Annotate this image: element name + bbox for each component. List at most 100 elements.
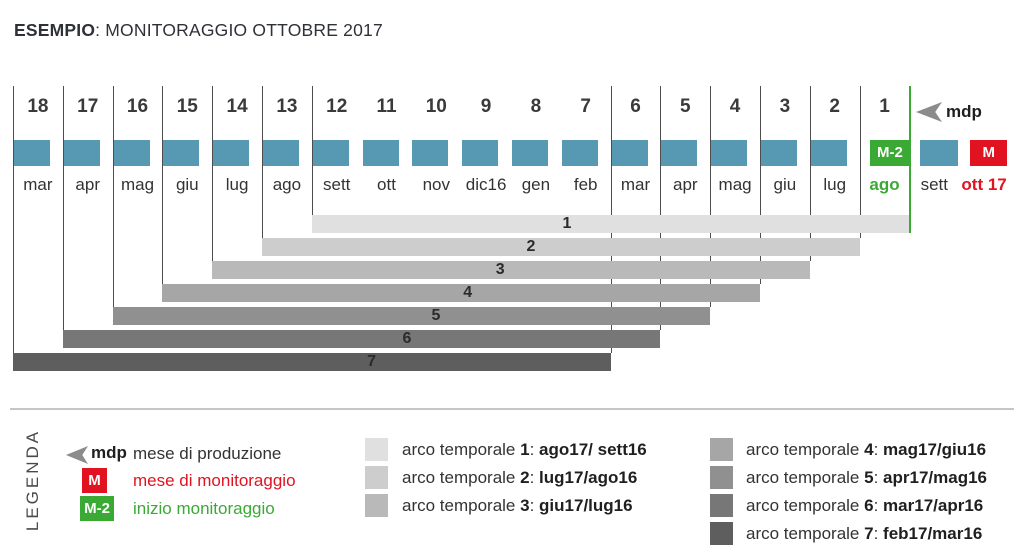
legend-mdp-text: mese di produzione xyxy=(133,444,282,463)
timeline-month-number: 4 xyxy=(729,96,741,117)
legend-m-text: mese di monitoraggio xyxy=(133,471,296,490)
legend-arc-separator: : xyxy=(873,468,884,487)
production-month-square xyxy=(14,140,50,166)
timeline-month-label: sett xyxy=(322,175,351,194)
timeline-month-label: ott 17 xyxy=(961,175,1007,194)
production-month-square xyxy=(611,140,648,166)
production-month-square xyxy=(512,140,548,166)
legend-m2-text: inizio monitoraggio xyxy=(133,499,275,518)
production-month-square xyxy=(661,140,698,166)
arc-bar-5: 5 xyxy=(112,307,711,325)
legend-arc-swatch-3 xyxy=(365,494,388,517)
timeline-month-label: feb xyxy=(573,175,598,194)
grid-line-bar-start xyxy=(112,86,114,307)
legend-arc-separator: : xyxy=(529,440,540,459)
legend-arc-number: 6 xyxy=(864,496,874,515)
timeline-month-number: 11 xyxy=(376,96,397,117)
mdp-label: mdp xyxy=(946,102,982,121)
grid-line-bar-start xyxy=(311,86,313,215)
legend-arc-dates: giu17/lug16 xyxy=(539,496,633,515)
timeline-month-label: apr xyxy=(673,175,698,194)
legend-arc-swatch-5 xyxy=(710,466,733,489)
grid-line-bar-end xyxy=(809,86,811,261)
legend-arc-text-5: arco temporale 5: apr17/mag16 xyxy=(746,467,987,489)
production-month-square xyxy=(561,140,598,166)
timeline-month-label: lug xyxy=(823,175,847,194)
production-month-square xyxy=(362,140,399,166)
timeline-month-label: mar xyxy=(23,175,53,194)
arc-bar-number: 6 xyxy=(402,330,412,347)
legend-arc-separator: : xyxy=(873,496,884,515)
legend-arc-swatch-4 xyxy=(710,438,733,461)
legend-arc-separator: : xyxy=(529,468,540,487)
legend-heading: LEGENDA xyxy=(23,428,42,532)
legend-mdp-label: mdp xyxy=(91,443,127,462)
grid-line-bar-start xyxy=(162,86,164,284)
grid-line-bar-end xyxy=(660,86,662,330)
timeline-month-number: 17 xyxy=(77,96,99,117)
legend-arc-separator: : xyxy=(873,440,884,459)
timeline-month-label: sett xyxy=(920,175,948,194)
timeline-month-number: 1 xyxy=(879,96,890,117)
production-month-square xyxy=(412,140,449,166)
grid-line-bar-end xyxy=(710,86,712,307)
legend-arc-text-7: arco temporale 7: feb17/mar16 xyxy=(746,523,982,545)
timeline-month-label: lug xyxy=(225,175,249,194)
production-month-square xyxy=(63,140,100,166)
grid-line-bar-end xyxy=(760,86,761,284)
grid-line-bar-start xyxy=(262,86,263,238)
arc-bar-3: 3 xyxy=(212,261,810,279)
monitoring-month-square-label: M xyxy=(982,144,995,161)
timeline-month-number: 3 xyxy=(779,96,791,117)
production-month-square xyxy=(263,140,299,166)
timeline-month-label: gen xyxy=(521,175,551,194)
legend-m-badge: M xyxy=(82,468,107,493)
legend-arc-prefix: arco temporale xyxy=(402,468,521,487)
legend-arc-swatch-6 xyxy=(710,494,733,517)
production-month-square xyxy=(312,140,349,166)
monitoring-start-square-label: M-2 xyxy=(876,144,903,161)
arc-bar-number: 5 xyxy=(431,307,441,324)
legend-arc-dates: feb17/mar16 xyxy=(883,524,983,543)
legend-arc-number: 4 xyxy=(864,440,874,459)
timeline-month-number: 13 xyxy=(276,96,298,117)
monitoring-start-square: M-2 xyxy=(870,140,910,166)
grid-line-bar-start xyxy=(62,86,64,330)
arc-bar-number: 7 xyxy=(367,353,376,370)
legend-arc-text-6: arco temporale 6: mar17/apr16 xyxy=(746,495,983,517)
legend-arc-text-3: arco temporale 3: giu17/lug16 xyxy=(402,495,633,517)
legend-arc-dates: lug17/ago16 xyxy=(539,468,638,487)
production-month-square xyxy=(810,140,847,166)
production-month-square xyxy=(113,140,150,166)
legend-arc-prefix: arco temporale xyxy=(746,468,865,487)
legend-arc-text-1: arco temporale 1: ago17/ sett16 xyxy=(402,439,647,461)
legend-arc-number: 1 xyxy=(520,440,530,459)
legend-arc-prefix: arco temporale xyxy=(746,496,865,515)
legend-m2-badge: M-2 xyxy=(80,496,114,521)
monitoring-month-square: M xyxy=(970,140,1008,166)
legend-arc-prefix: arco temporale xyxy=(402,496,521,515)
arc-bar-6: 6 xyxy=(62,330,661,348)
timeline-month-number: 8 xyxy=(530,96,542,117)
timeline-month-number: 15 xyxy=(176,96,198,117)
title-rest: : MONITORAGGIO OTTOBRE 2017 xyxy=(95,20,383,40)
legend-arc-number: 7 xyxy=(864,524,874,543)
timeline-month-label: mag xyxy=(718,175,752,194)
timeline-month-label: ago xyxy=(869,175,900,194)
timeline-month-number: 5 xyxy=(680,96,691,117)
timeline-month-label: ago xyxy=(272,175,302,194)
legend-arc-swatch-1 xyxy=(365,438,388,461)
legend-arc-text-4: arco temporale 4: mag17/giu16 xyxy=(746,439,986,461)
legend-arc-prefix: arco temporale xyxy=(402,440,521,459)
monitoring-start-line xyxy=(909,86,912,233)
timeline-month-number: 6 xyxy=(630,96,641,117)
arc-bar-number: 1 xyxy=(562,215,572,232)
grid-line-bar-start xyxy=(13,86,14,353)
timeline-month-label: dic16 xyxy=(465,175,507,194)
arc-bar-number: 2 xyxy=(526,238,536,255)
timeline-month-number: 9 xyxy=(480,96,492,117)
grid-line-bar-end xyxy=(859,86,861,238)
production-month-square xyxy=(920,140,959,166)
legend-arc-prefix: arco temporale xyxy=(746,524,865,543)
